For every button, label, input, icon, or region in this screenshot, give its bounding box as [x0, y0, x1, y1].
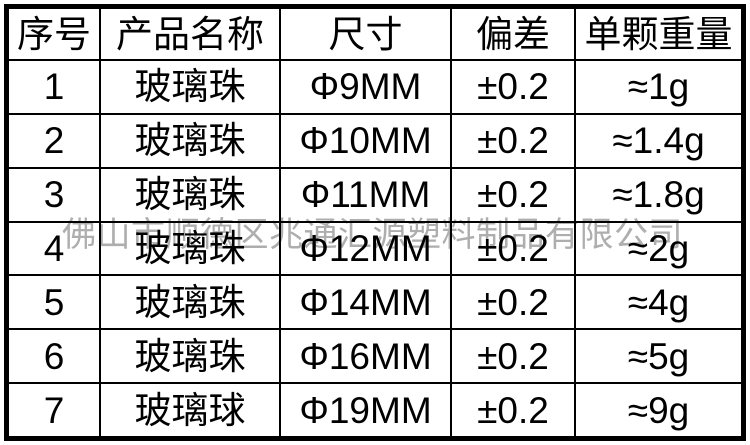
column-header-unit-weight: 单颗重量 [574, 7, 743, 61]
cell-deviation: ±0.2 [450, 112, 576, 169]
cell-size: Φ11MM [279, 166, 452, 223]
cell-size: Φ10MM [279, 112, 452, 169]
cell-product-name: 玻璃珠 [99, 328, 281, 385]
table-row: 1 玻璃珠 Φ9MM ±0.2 ≈1g [7, 59, 743, 115]
table-row: 6 玻璃珠 Φ16MM ±0.2 ≈5g [7, 328, 743, 385]
cell-unit-weight: ≈1g [574, 59, 743, 115]
column-header-deviation: 偏差 [450, 7, 576, 61]
cell-product-name: 玻璃珠 [99, 220, 281, 277]
cell-deviation: ±0.2 [450, 59, 576, 115]
cell-serial: 2 [7, 112, 101, 169]
cell-serial: 5 [7, 274, 101, 331]
table-row: 2 玻璃珠 Φ10MM ±0.2 ≈1.4g [7, 112, 743, 169]
cell-serial: 6 [7, 328, 101, 385]
header-row: 序号 产品名称 尺寸 偏差 单颗重量 [7, 7, 743, 61]
cell-deviation: ±0.2 [450, 220, 576, 277]
cell-deviation: ±0.2 [450, 328, 576, 385]
cell-deviation: ±0.2 [450, 274, 576, 331]
cell-product-name: 玻璃珠 [99, 112, 281, 169]
column-header-serial: 序号 [7, 7, 101, 61]
product-spec-table: 序号 产品名称 尺寸 偏差 单颗重量 1 玻璃珠 Φ9MM ±0.2 ≈1g 2 [7, 7, 743, 438]
cell-deviation: ±0.2 [450, 166, 576, 223]
table-row: 4 玻璃珠 Φ12MM ±0.2 ≈2g [7, 220, 743, 277]
cell-size: Φ12MM [279, 220, 452, 277]
cell-unit-weight: ≈9g [574, 382, 743, 438]
cell-product-name: 玻璃珠 [99, 166, 281, 223]
cell-serial: 3 [7, 166, 101, 223]
cell-product-name: 玻璃珠 [99, 274, 281, 331]
cell-product-name: 玻璃珠 [99, 59, 281, 115]
cell-product-name: 玻璃球 [99, 382, 281, 438]
cell-size: Φ16MM [279, 328, 452, 385]
cell-serial: 1 [7, 59, 101, 115]
cell-unit-weight: ≈4g [574, 274, 743, 331]
table-row: 5 玻璃珠 Φ14MM ±0.2 ≈4g [7, 274, 743, 331]
product-table-frame: 序号 产品名称 尺寸 偏差 单颗重量 1 玻璃珠 Φ9MM ±0.2 ≈1g 2 [4, 4, 746, 441]
column-header-product-name: 产品名称 [99, 7, 281, 61]
cell-unit-weight: ≈1.4g [574, 112, 743, 169]
table-row: 3 玻璃珠 Φ11MM ±0.2 ≈1.8g [7, 166, 743, 223]
cell-unit-weight: ≈1.8g [574, 166, 743, 223]
cell-size: Φ19MM [279, 382, 452, 438]
cell-deviation: ±0.2 [450, 382, 576, 438]
table-row: 7 玻璃球 Φ19MM ±0.2 ≈9g [7, 382, 743, 438]
cell-unit-weight: ≈5g [574, 328, 743, 385]
cell-size: Φ9MM [279, 59, 452, 115]
cell-size: Φ14MM [279, 274, 452, 331]
cell-unit-weight: ≈2g [574, 220, 743, 277]
cell-serial: 4 [7, 220, 101, 277]
column-header-size: 尺寸 [279, 7, 452, 61]
cell-serial: 7 [7, 382, 101, 438]
